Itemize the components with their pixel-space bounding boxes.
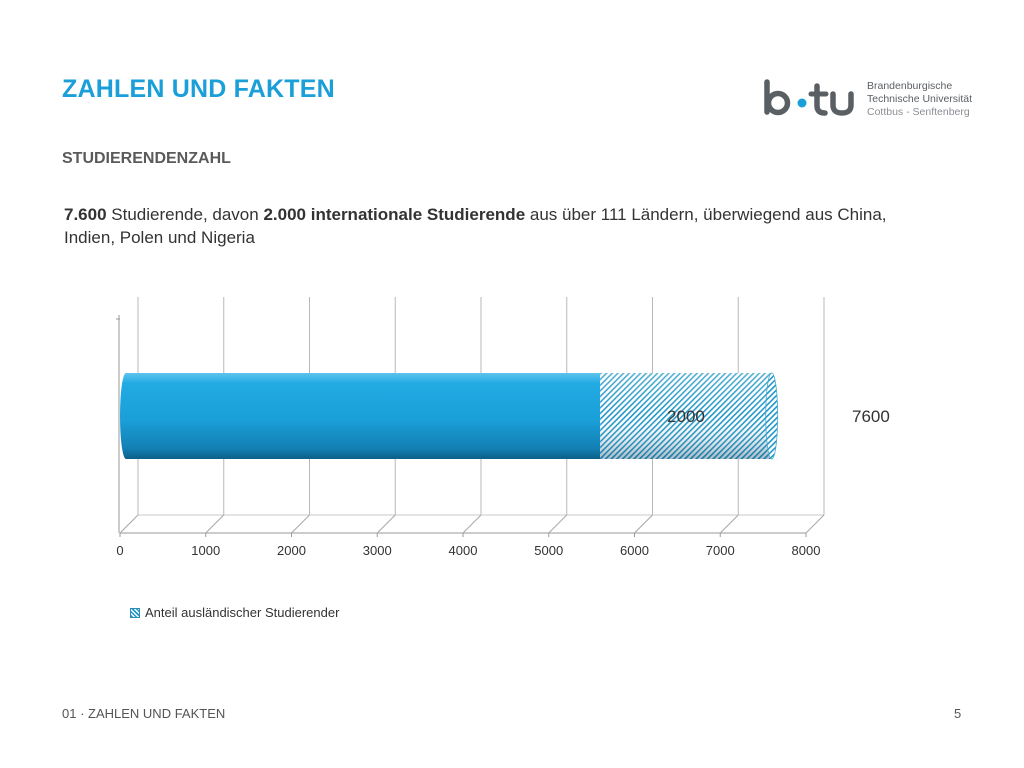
gridline-depth-6000 xyxy=(634,514,653,534)
desc-text-1: Studierende, davon xyxy=(106,205,264,224)
chart-legend: Anteil ausländischer Studierender xyxy=(130,605,339,620)
x-tick-label: 4000 xyxy=(449,543,478,558)
logo-line-3: Cottbus - Senftenberg xyxy=(867,106,970,118)
x-tick-label: 6000 xyxy=(620,543,649,558)
logo-line-2: Technische Universität xyxy=(867,93,973,105)
footer-section: 01 · ZAHLEN UND FAKTEN xyxy=(62,706,226,721)
x-tick-label: 3000 xyxy=(363,543,392,558)
x-tick-label: 0 xyxy=(116,543,123,558)
slide-title: ZAHLEN UND FAKTEN xyxy=(62,75,335,103)
chart-bars xyxy=(120,372,779,460)
bar-total-label: 7600 xyxy=(852,407,890,426)
btu-logo-mark xyxy=(764,79,854,116)
desc-international-students: 2.000 internationale Studierende xyxy=(263,205,526,224)
gridline-depth-5000 xyxy=(548,514,568,534)
gridline-depth-4000 xyxy=(462,514,482,534)
gridline-depth-0 xyxy=(119,514,139,534)
gridline-depth-3000 xyxy=(376,514,396,534)
desc-total-students: 7.600 xyxy=(64,205,107,224)
legend-swatch xyxy=(130,607,140,618)
bar-segment-international-shading xyxy=(600,373,778,459)
gridline-depth-1000 xyxy=(205,514,225,534)
page-number: 5 xyxy=(954,706,962,721)
x-tick-label: 8000 xyxy=(792,543,821,558)
bar-end-cap xyxy=(765,372,779,460)
legend-label: Anteil ausländischer Studierender xyxy=(145,605,340,620)
university-logo: Brandenburgische Technische Universität … xyxy=(762,78,984,122)
x-tick-label: 2000 xyxy=(277,543,306,558)
gridline-depth-8000 xyxy=(805,514,825,534)
desc-text-2: aus über 111 Ländern, überwiegend aus Ch… xyxy=(64,205,887,247)
bar-segment-domestic xyxy=(120,373,601,459)
logo-line-1: Brandenburgische xyxy=(867,80,953,92)
chart-labels: 0 1000 2000 3000 4000 5000 6000 7000 8000 2000 760… xyxy=(116,407,889,558)
gridline-depth-2000 xyxy=(291,514,310,534)
bar-data-label-international: 2000 xyxy=(667,407,705,426)
slide-subtitle: STUDIERENDENZAHL xyxy=(62,150,231,167)
gridline-depth-7000 xyxy=(719,514,739,534)
x-tick-label: 7000 xyxy=(706,543,735,558)
slide-description: 7.600 Studierende, davon 2.000 internati… xyxy=(64,203,904,249)
x-tick-label: 1000 xyxy=(191,543,220,558)
x-tick-label: 5000 xyxy=(534,543,563,558)
